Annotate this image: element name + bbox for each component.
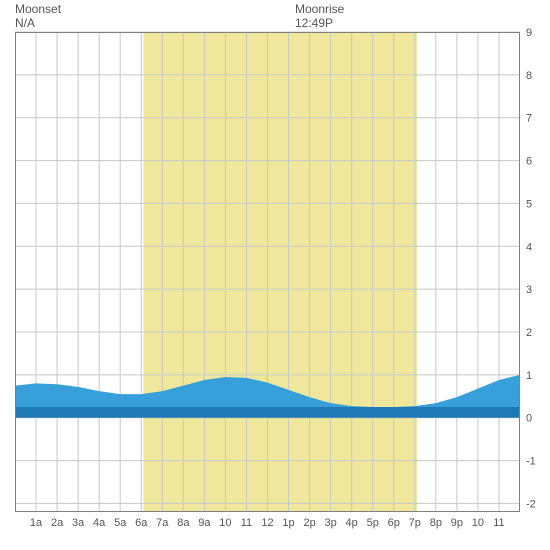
svg-text:4p: 4p [346, 517, 358, 529]
svg-text:11: 11 [241, 517, 252, 529]
svg-text:6p: 6p [388, 517, 400, 529]
svg-text:5: 5 [526, 198, 532, 210]
svg-text:8a: 8a [177, 517, 190, 529]
svg-text:11: 11 [493, 517, 504, 529]
svg-text:10: 10 [219, 517, 231, 529]
svg-text:0: 0 [526, 413, 532, 425]
svg-text:-2: -2 [526, 498, 536, 510]
svg-text:3p: 3p [325, 517, 337, 529]
svg-text:2a: 2a [51, 517, 64, 529]
moonrise-label: Moonrise [295, 2, 344, 16]
svg-text:1a: 1a [30, 517, 43, 529]
svg-text:7: 7 [526, 113, 532, 125]
svg-text:10: 10 [472, 517, 484, 529]
svg-text:-1: -1 [526, 456, 536, 468]
svg-text:8: 8 [526, 70, 532, 82]
svg-text:7a: 7a [156, 517, 169, 529]
svg-text:6: 6 [526, 156, 532, 168]
svg-text:7p: 7p [409, 517, 421, 529]
svg-text:8p: 8p [430, 517, 442, 529]
moonrise-value: 12:49P [295, 16, 344, 30]
moonset-block: Moonset N/A [15, 2, 61, 30]
svg-text:6a: 6a [135, 517, 148, 529]
svg-text:2: 2 [526, 327, 532, 339]
svg-text:4: 4 [526, 241, 532, 253]
svg-text:4a: 4a [93, 517, 106, 529]
moonset-value: N/A [15, 16, 61, 30]
moonset-label: Moonset [15, 2, 61, 16]
svg-text:1p: 1p [282, 517, 294, 529]
tide-chart-container: Moonset N/A Moonrise 12:49P -2-101234567… [0, 0, 550, 550]
svg-text:12: 12 [261, 517, 273, 529]
plot-area: -2-101234567891a2a3a4a5a6a7a8a9a1011121p… [15, 32, 520, 512]
svg-text:1: 1 [526, 370, 532, 382]
svg-text:3: 3 [526, 284, 532, 296]
svg-text:5a: 5a [114, 517, 127, 529]
svg-text:5p: 5p [367, 517, 379, 529]
svg-text:9p: 9p [451, 517, 463, 529]
moonrise-block: Moonrise 12:49P [295, 2, 344, 30]
svg-text:9a: 9a [198, 517, 211, 529]
svg-text:9: 9 [526, 27, 532, 39]
svg-text:2p: 2p [303, 517, 315, 529]
chart-svg: -2-101234567891a2a3a4a5a6a7a8a9a1011121p… [15, 32, 548, 534]
svg-text:3a: 3a [72, 517, 85, 529]
